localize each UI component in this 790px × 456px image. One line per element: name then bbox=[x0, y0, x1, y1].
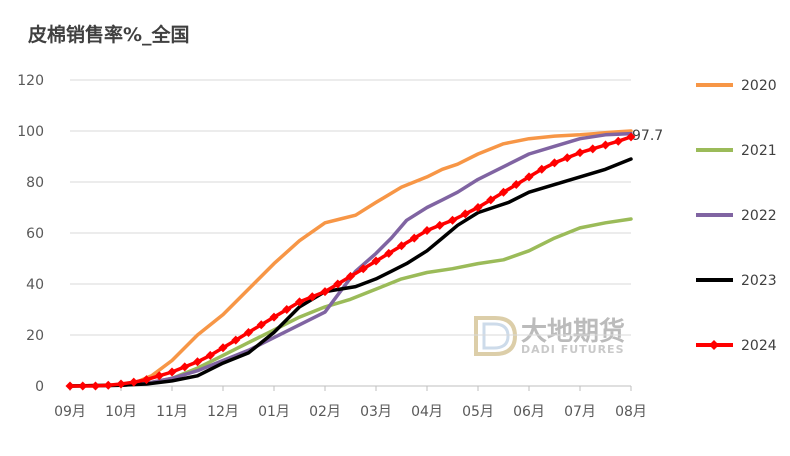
point-2024 bbox=[78, 381, 88, 391]
point-2024 bbox=[244, 327, 253, 337]
point-2024 bbox=[588, 144, 598, 154]
point-2024 bbox=[409, 233, 419, 243]
watermark-logo-icon bbox=[474, 316, 518, 356]
point-2024 bbox=[91, 381, 100, 391]
point-2024 bbox=[537, 164, 547, 174]
x-tick-label: 12月 bbox=[207, 404, 239, 420]
point-2024 bbox=[205, 350, 215, 360]
x-axis: 09月 10月 11月 12月 01月 02月 03月 04月 05月 06月 07月 08月 bbox=[54, 386, 647, 420]
point-2024 bbox=[231, 335, 241, 345]
point-2024 bbox=[307, 292, 317, 302]
point-2024 bbox=[511, 180, 521, 190]
series-line-2022 bbox=[68, 131, 633, 388]
annotation-97-7: 97.7 bbox=[632, 128, 663, 144]
point-2024 bbox=[358, 264, 368, 274]
y-tick-label: 100 bbox=[17, 124, 44, 140]
point-2024 bbox=[282, 305, 292, 314]
point-2024 bbox=[320, 287, 330, 297]
legend-label-2023: 2023 bbox=[741, 273, 777, 289]
point-2024 bbox=[397, 241, 406, 251]
point-2024 bbox=[180, 362, 190, 372]
series-group bbox=[65, 129, 636, 391]
point-2024 bbox=[601, 140, 610, 150]
point-2024 bbox=[499, 187, 508, 197]
legend-marker-2024 bbox=[709, 340, 719, 350]
point-2024 bbox=[154, 371, 164, 381]
point-2024 bbox=[295, 297, 304, 307]
x-tick-label: 07月 bbox=[564, 404, 596, 420]
watermark-cn: 大地期货 bbox=[521, 316, 625, 347]
point-2024 bbox=[333, 279, 343, 289]
x-tick-label: 06月 bbox=[513, 404, 545, 420]
y-axis: 0 20 40 60 80 100 120 bbox=[17, 73, 44, 395]
chart-title: 皮棉销售率%_全国 bbox=[28, 23, 190, 46]
y-tick-label: 60 bbox=[26, 226, 44, 242]
point-2024 bbox=[269, 312, 279, 322]
point-2024 bbox=[218, 343, 228, 353]
point-2024 bbox=[575, 148, 585, 158]
series-line-2023 bbox=[68, 157, 633, 388]
legend-label-2024: 2024 bbox=[741, 338, 777, 354]
point-2024 bbox=[103, 380, 113, 390]
point-2024 bbox=[65, 381, 75, 391]
series-line-2021 bbox=[68, 217, 633, 388]
x-tick-label: 02月 bbox=[309, 404, 341, 420]
x-tick-label: 08月 bbox=[615, 404, 647, 420]
point-2024 bbox=[524, 172, 534, 182]
point-2024 bbox=[193, 357, 202, 367]
point-2024 bbox=[550, 158, 559, 168]
watermark-en: DADI FUTURES bbox=[521, 343, 625, 356]
point-2024 bbox=[435, 220, 445, 230]
legend-label-2022: 2022 bbox=[741, 208, 777, 224]
point-2024 bbox=[448, 215, 457, 225]
y-tick-label: 120 bbox=[17, 73, 44, 89]
point-2024 bbox=[167, 367, 177, 377]
point-2024 bbox=[486, 195, 496, 205]
point-2024 bbox=[473, 203, 483, 212]
point-2024 bbox=[384, 248, 394, 258]
point-2024 bbox=[116, 379, 126, 389]
x-tick-label: 05月 bbox=[462, 404, 494, 420]
point-2024 bbox=[562, 153, 572, 163]
point-2024 bbox=[256, 320, 266, 330]
watermark: 大地期货 DADI FUTURES bbox=[474, 316, 625, 356]
y-tick-label: 20 bbox=[26, 328, 44, 344]
point-2024 bbox=[626, 132, 636, 142]
x-tick-label: 03月 bbox=[360, 404, 392, 420]
point-2024 bbox=[613, 136, 623, 146]
y-tick-label: 0 bbox=[35, 379, 44, 395]
series-line-2020 bbox=[68, 129, 633, 388]
legend-label-2020: 2020 bbox=[741, 78, 777, 94]
legend-label-2021: 2021 bbox=[741, 143, 777, 159]
legend: 2020 2021 2022 2023 2024 bbox=[696, 78, 777, 354]
point-2024 bbox=[371, 256, 381, 266]
grid bbox=[70, 79, 631, 387]
x-tick-label: 10月 bbox=[105, 404, 137, 420]
point-2024 bbox=[142, 375, 151, 385]
point-2024 bbox=[460, 209, 470, 219]
point-2024 bbox=[422, 225, 432, 235]
point-2024 bbox=[346, 271, 355, 281]
y-tick-label: 80 bbox=[26, 175, 44, 191]
x-tick-label: 09月 bbox=[54, 404, 86, 420]
x-tick-label: 04月 bbox=[411, 404, 443, 420]
x-tick-label: 11月 bbox=[156, 404, 188, 420]
point-2024 bbox=[129, 377, 139, 387]
x-tick-label: 01月 bbox=[258, 404, 290, 420]
y-tick-label: 40 bbox=[26, 277, 44, 293]
